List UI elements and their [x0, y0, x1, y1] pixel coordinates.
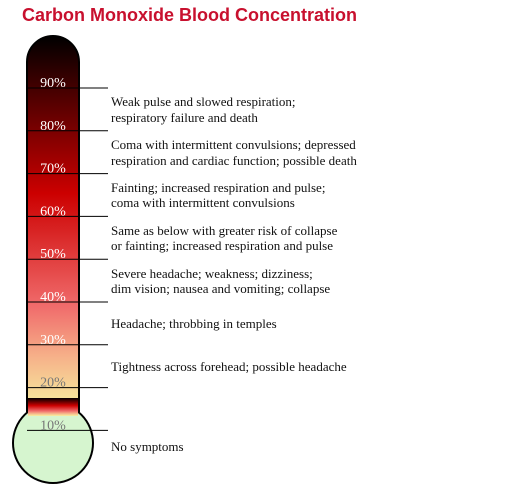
tick-label: 50% [40, 247, 66, 262]
description-line: Severe headache; weakness; dizziness; [111, 265, 313, 281]
tick-label: 60% [40, 204, 66, 219]
tick-label: 70% [40, 162, 66, 177]
symptom-description: Headache; throbbing in temples [111, 316, 277, 332]
symptom-description: No symptoms [111, 439, 184, 455]
diagram-title: Carbon Monoxide Blood Concentration [22, 5, 357, 25]
description-line: coma with intermittent convulsions [111, 195, 295, 211]
description-line: Coma with intermittent convulsions; depr… [111, 137, 356, 153]
symptom-description: Weak pulse and slowed respiration; respir… [111, 94, 296, 125]
symptom-description: Coma with intermittent convulsions; depr… [111, 137, 357, 168]
description-line: respiratory failure and death [111, 109, 258, 125]
description-line: dim vision; nausea and vomiting; collaps… [111, 281, 331, 296]
tick-label: 20% [40, 376, 66, 391]
thermometer-tube [26, 35, 80, 412]
bulb-neck [28, 398, 78, 416]
description-line: respiration and cardiac function; possib… [111, 152, 357, 168]
tick-label: 10% [40, 418, 66, 433]
tick-label: 30% [40, 333, 66, 348]
tick-label: 80% [40, 119, 66, 134]
description-line: Fainting; increased respiration and puls… [111, 179, 326, 195]
symptom-description: Severe headache; weakness; dizziness; dim… [111, 266, 330, 297]
tick-label: 40% [40, 290, 66, 305]
description-line: Tightness across forehead; possible head… [111, 358, 347, 374]
description-line: or fainting; increased respiration and p… [111, 238, 334, 254]
description-line: Headache; throbbing in temples [111, 316, 277, 332]
description-line: Same as below with greater risk of colla… [111, 222, 338, 238]
tick-label: 90% [40, 76, 66, 91]
symptom-description: Fainting; increased respiration and puls… [111, 180, 325, 211]
description-line: No symptoms [111, 438, 184, 454]
symptom-description: Tightness across forehead; possible head… [111, 359, 347, 375]
description-line: Weak pulse and slowed respiration; [111, 94, 296, 110]
symptom-description: Same as below with greater risk of colla… [111, 223, 337, 254]
